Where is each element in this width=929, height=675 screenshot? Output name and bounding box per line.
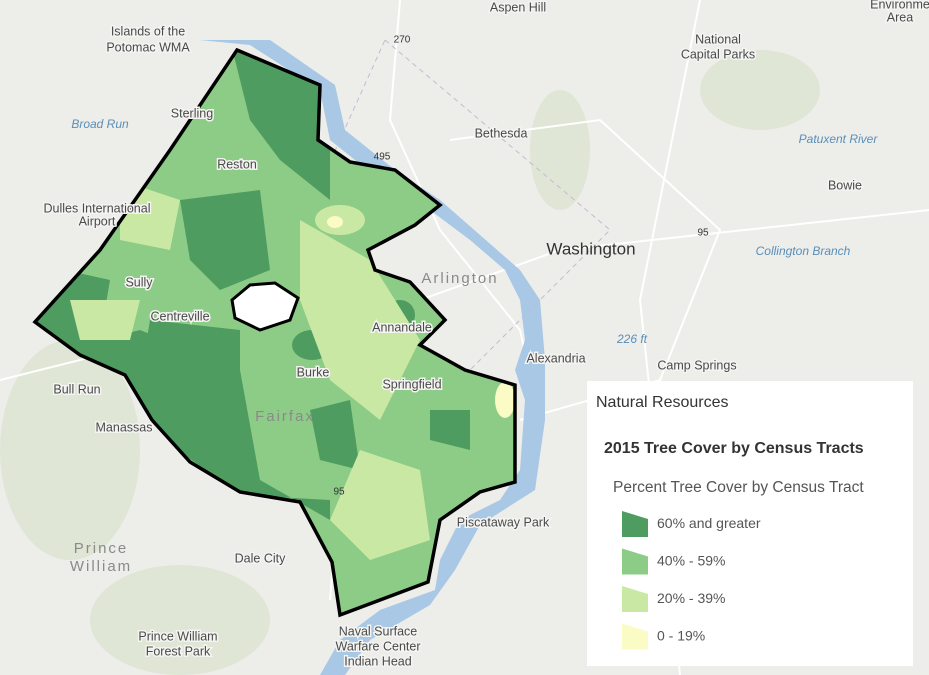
legend-layer: 2015 Tree Cover by Census Tracts (604, 440, 864, 457)
place-label: Indian Head (344, 654, 411, 668)
place-label: 495 (374, 152, 391, 163)
place-label: Forest Park (146, 644, 211, 658)
place-label: 270 (394, 35, 411, 46)
place-label: Collington Branch (756, 244, 851, 258)
place-label: Dale City (235, 551, 286, 565)
place-label: Reston (217, 157, 257, 171)
tract-group (70, 180, 430, 560)
place-label: 95 (697, 228, 709, 239)
place-label: Environme (870, 0, 929, 11)
legend-swatch (622, 511, 648, 537)
place-label: Bowie (828, 178, 862, 192)
parkland (0, 50, 820, 675)
place-label: Fairfax (255, 408, 315, 425)
place-label: Manassas (96, 420, 153, 434)
place-label: Airport (79, 214, 116, 228)
place-label: Bethesda (475, 126, 528, 140)
place-label: Prince William (138, 629, 217, 643)
legend-swatch (622, 623, 648, 650)
place-label: Broad Run (71, 117, 129, 131)
place-label: Potomac WMA (106, 40, 190, 54)
place-label: Capital Parks (681, 47, 755, 61)
place-label: Patuxent River (799, 132, 879, 146)
place-label: 95 (333, 487, 345, 498)
place-label: Dulles International (43, 201, 150, 215)
place-label: Annandale (372, 320, 432, 334)
place-label: Bull Run (53, 382, 100, 396)
place-label: Islands of the (111, 24, 185, 38)
place-label: Naval Surface (339, 624, 418, 638)
place-label: Burke (297, 365, 330, 379)
legend-title: Natural Resources (596, 394, 729, 411)
legend-field: Percent Tree Cover by Census Tract (613, 479, 864, 496)
legend-label: 20% - 39% (657, 590, 725, 606)
place-label: Arlington (421, 270, 498, 287)
place-label: Area (887, 10, 913, 24)
place-label: National (695, 32, 741, 46)
place-label: Sterling (171, 106, 213, 120)
place-label: Alexandria (526, 351, 585, 365)
legend-label: 40% - 59% (657, 553, 725, 569)
legend-swatch (622, 586, 648, 612)
place-label: Warfare Center (336, 639, 421, 653)
fairfax-city (230, 281, 300, 332)
legend-label: 60% and greater (657, 515, 761, 531)
place-label: Sully (125, 275, 153, 289)
place-label: Springfield (382, 377, 441, 391)
place-label: Washington (546, 239, 635, 258)
legend-label: 0 - 19% (657, 628, 705, 644)
place-label: Centreville (150, 309, 209, 323)
tract-group (327, 216, 515, 418)
place-label: Aspen Hill (490, 0, 546, 14)
place-label: Prince (74, 540, 129, 557)
legend-swatch (622, 548, 648, 575)
place-label: Camp Springs (657, 358, 736, 372)
place-label: Piscataway Park (457, 515, 550, 529)
place-label: William (70, 558, 132, 575)
county-boundary (32, 47, 517, 618)
place-label: 226 ft (616, 332, 648, 346)
